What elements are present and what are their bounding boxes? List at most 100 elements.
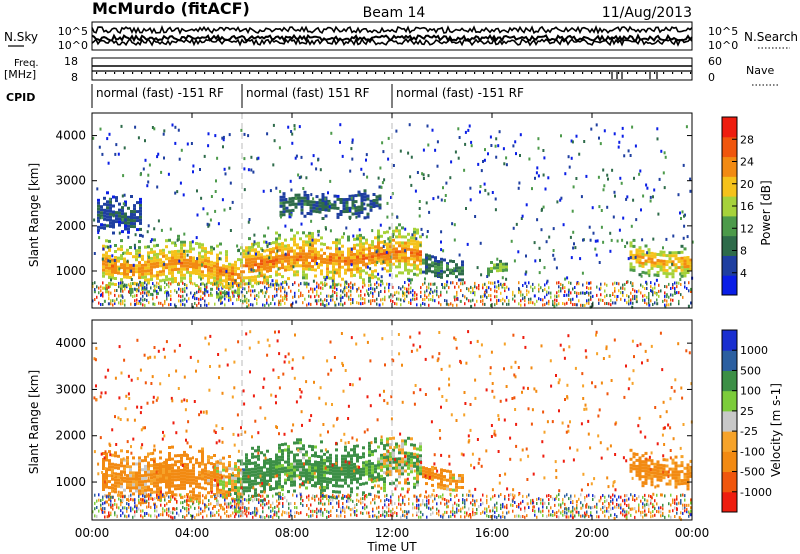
- echo-cell: [210, 483, 213, 487]
- echo-scatter: [602, 188, 605, 192]
- echo-cell: [440, 471, 443, 475]
- echo-scatter: [472, 291, 475, 295]
- echo-cell: [329, 477, 332, 481]
- echo-ground: [322, 283, 324, 287]
- echo-ground: [340, 289, 342, 293]
- echo-ground: [564, 286, 566, 290]
- echo-cell: [180, 243, 183, 247]
- echo-scatter: [114, 376, 117, 380]
- echo-scatter: [636, 344, 639, 348]
- echo-scatter: [214, 190, 217, 193]
- echo-cell: [114, 472, 117, 476]
- echo-cell: [323, 461, 326, 465]
- echo-cell: [357, 193, 361, 197]
- echo-cell: [278, 260, 281, 264]
- echo-scatter: [191, 240, 194, 244]
- echo-cell: [139, 197, 142, 201]
- echo-cell: [216, 283, 219, 287]
- echo-cell: [282, 195, 286, 199]
- echo-ground: [450, 281, 452, 285]
- echo-cell: [329, 495, 332, 499]
- echo-cell: [189, 277, 192, 281]
- echo-ground: [316, 285, 318, 289]
- echo-cell: [171, 445, 174, 449]
- echo-cell: [326, 486, 329, 490]
- echo-ground: [584, 303, 586, 307]
- echo-scatter: [182, 193, 185, 197]
- echo-scatter: [256, 157, 259, 161]
- echo-scatter: [388, 282, 391, 286]
- echo-cell: [305, 264, 308, 268]
- echo-cell: [118, 223, 121, 227]
- echo-ground: [146, 293, 148, 297]
- echo-cell: [153, 289, 156, 293]
- echo-cell: [656, 259, 660, 262]
- echo-ground: [504, 289, 506, 293]
- echo-cell: [245, 459, 248, 463]
- echo-cell: [449, 479, 452, 483]
- echo-cell: [647, 254, 651, 258]
- echo-ground: [310, 302, 312, 306]
- echo-cell: [120, 272, 123, 276]
- echo-cell: [183, 252, 186, 256]
- echo-scatter: [537, 137, 540, 141]
- echo-cell: [401, 271, 404, 275]
- echo-cell: [294, 202, 298, 206]
- echo-ground: [320, 291, 322, 295]
- echo-scatter: [498, 130, 501, 134]
- echo-scatter: [427, 143, 430, 147]
- echo-cell: [129, 474, 132, 478]
- echo-scatter: [533, 294, 536, 298]
- echo-cell: [650, 480, 654, 484]
- echo-cell: [653, 474, 657, 478]
- echo-cell: [234, 465, 237, 468]
- echo-cell: [285, 206, 289, 210]
- echo-cell: [135, 462, 138, 466]
- echo-ground: [144, 285, 146, 289]
- echo-cell: [356, 453, 359, 457]
- echo-ground: [598, 298, 600, 302]
- echo-ground: [452, 303, 454, 307]
- echo-ground: [282, 296, 284, 299]
- echo-cell: [306, 194, 310, 197]
- echo-scatter: [598, 287, 601, 291]
- echo-cell: [329, 462, 332, 466]
- echo-ground: [142, 298, 144, 302]
- echo-cell: [347, 235, 350, 239]
- echo-ground: [370, 302, 372, 306]
- echo-cell: [288, 203, 292, 207]
- echo-cell: [296, 231, 299, 235]
- echo-scatter: [160, 228, 163, 232]
- echo-scatter: [552, 227, 555, 231]
- echo-cell: [207, 473, 210, 477]
- echo-cell: [180, 261, 183, 265]
- echo-cell: [174, 253, 177, 256]
- echo-cell: [374, 236, 377, 240]
- echo-cell: [410, 443, 413, 447]
- echo-cell: [305, 261, 308, 265]
- echo-cell: [326, 270, 329, 274]
- echo-scatter: [583, 291, 586, 295]
- echo-cell: [126, 272, 129, 276]
- echo-cell: [189, 484, 192, 488]
- echo-scatter: [284, 252, 287, 256]
- echo-cell: [416, 255, 419, 259]
- echo-ground: [630, 301, 632, 305]
- echo-cell: [254, 482, 257, 486]
- echo-cell: [153, 484, 156, 488]
- echo-cell: [192, 472, 195, 476]
- echo-cell: [290, 249, 293, 253]
- echo-ground: [204, 303, 206, 307]
- echo-ground: [174, 289, 176, 293]
- echo-ground: [190, 281, 192, 285]
- echo-cell: [198, 473, 201, 477]
- echo-cell: [344, 478, 347, 482]
- echo-ground: [316, 281, 318, 285]
- echo-cell: [290, 474, 293, 478]
- echo-scatter: [446, 264, 448, 267]
- echo-cell: [410, 467, 413, 471]
- echo-cell: [299, 258, 302, 262]
- echo-cell: [323, 275, 326, 279]
- echo-cell: [311, 472, 314, 476]
- echo-cell: [671, 458, 675, 462]
